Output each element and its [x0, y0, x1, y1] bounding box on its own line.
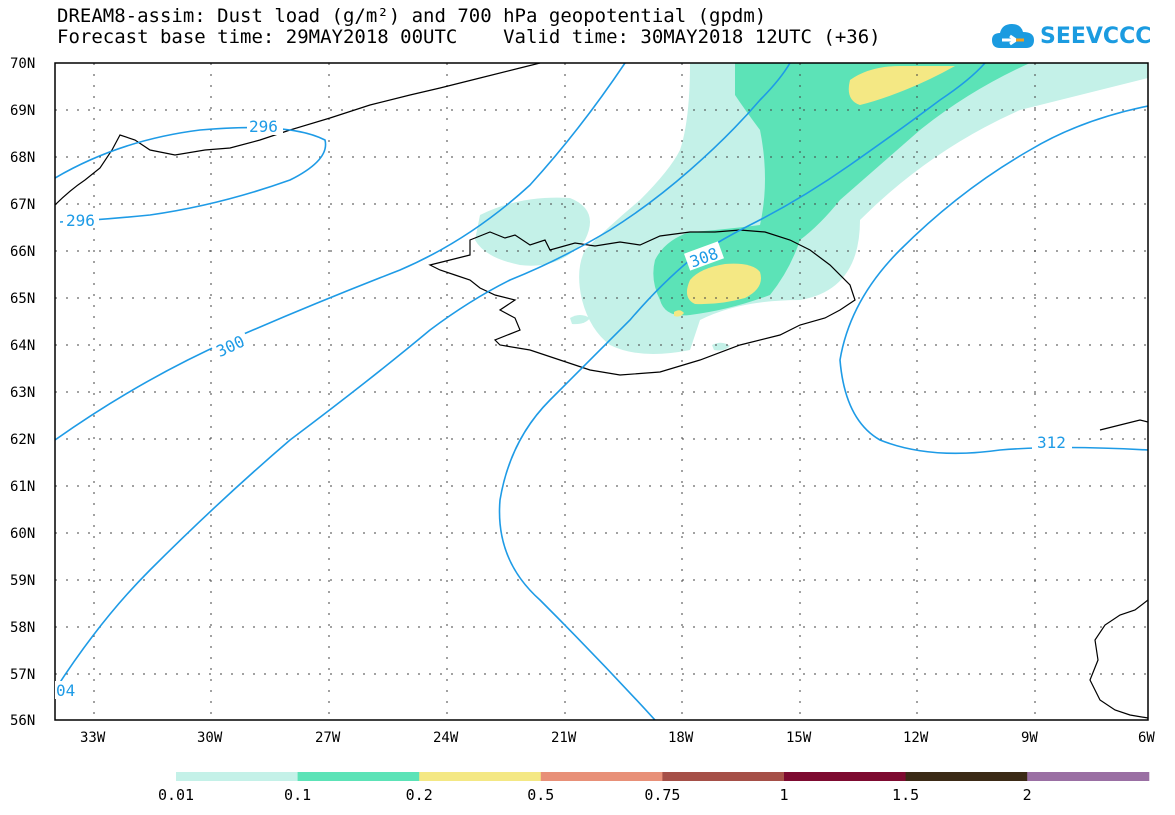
legend-label: 1.5 — [892, 786, 919, 804]
lat-label: 69N — [10, 103, 35, 119]
contour-label-304: 04 — [56, 681, 75, 700]
scotland-coast-south — [1089, 599, 1148, 719]
lon-label: 30W — [197, 730, 223, 746]
legend-label: 0.2 — [406, 786, 433, 804]
dust-shading-01 — [653, 63, 1030, 316]
lat-label: 66N — [10, 244, 35, 260]
map-header: DREAM8-assim: Dust load (g/m²) and 700 h… — [57, 6, 881, 48]
legend-label: 0.5 — [527, 786, 554, 804]
lon-label: 18W — [668, 730, 694, 746]
lat-label: 57N — [10, 667, 35, 683]
geopotential-contours — [55, 63, 1148, 720]
legend-label: 0.75 — [644, 786, 680, 804]
contour-300-b — [55, 63, 791, 691]
legend-swatch — [662, 772, 785, 781]
contour-label-296-b: 296 — [66, 211, 95, 230]
legend-swatch — [784, 772, 907, 781]
logo-text: SEEVCCC — [1040, 23, 1152, 49]
legend-swatch — [297, 772, 420, 781]
lon-label: 33W — [80, 730, 106, 746]
lat-label: 56N — [10, 713, 35, 729]
lat-label: 64N — [10, 338, 35, 354]
lat-label: 60N — [10, 526, 35, 542]
iceland-coast — [428, 229, 856, 376]
lon-label: 9W — [1021, 730, 1038, 746]
lon-label: 15W — [786, 730, 812, 746]
lat-label: 63N — [10, 385, 35, 401]
lat-labels: 70N 69N 68N 67N 66N 65N 64N 63N 62N 61N … — [10, 56, 35, 729]
contour-label-312: 312 — [1037, 433, 1066, 452]
lat-label: 68N — [10, 150, 35, 166]
legend-swatch — [419, 772, 542, 781]
contour-312 — [839, 105, 1148, 455]
legend-swatch — [905, 772, 1028, 781]
lat-label: 67N — [10, 197, 35, 213]
cloud-icon — [992, 24, 1034, 48]
lat-label: 65N — [10, 291, 35, 307]
legend-label: 1 — [779, 786, 788, 804]
legend-label: 2 — [1023, 786, 1032, 804]
lat-label: 61N — [10, 479, 35, 495]
scotland-coast — [1099, 419, 1148, 431]
map-subtitle: Forecast base time: 29MAY2018 00UTC Vali… — [57, 26, 881, 48]
lon-label: 27W — [315, 730, 341, 746]
contour-308 — [498, 63, 986, 720]
lon-label: 21W — [551, 730, 577, 746]
lat-label: 59N — [10, 573, 35, 589]
map-area — [55, 63, 1148, 720]
contour-label-296-a: 296 — [249, 117, 278, 136]
legend-label: 0.01 — [158, 786, 194, 804]
legend-swatch — [1027, 772, 1150, 781]
graticule — [55, 63, 1148, 720]
lat-label: 58N — [10, 620, 35, 636]
map-frame — [54, 62, 1149, 721]
legend-swatch — [540, 772, 663, 781]
contour-300-a — [55, 63, 626, 441]
lon-label: 24W — [433, 730, 459, 746]
coastline — [55, 63, 1148, 719]
seevccc-logo: SEEVCCC — [990, 20, 1151, 52]
lat-label: 70N — [10, 56, 35, 72]
dust-shading-02 — [674, 66, 955, 317]
lon-labels: 33W 30W 27W 24W 21W 18W 15W 12W 9W 6W — [80, 730, 1155, 746]
legend-swatch — [176, 772, 299, 781]
lon-label: 6W — [1138, 730, 1155, 746]
greenland-coast — [55, 63, 541, 206]
legend-label: 0.1 — [284, 786, 311, 804]
lat-label: 62N — [10, 432, 35, 448]
lon-label: 12W — [903, 730, 929, 746]
contour-296 — [55, 126, 327, 223]
map-title: DREAM8-assim: Dust load (g/m²) and 700 h… — [57, 5, 767, 27]
color-legend: 0.01 0.1 0.2 0.5 0.75 1 1.5 2 — [158, 772, 1150, 804]
contour-labels: 296 296 300 308 312 04 — [55, 117, 1072, 700]
